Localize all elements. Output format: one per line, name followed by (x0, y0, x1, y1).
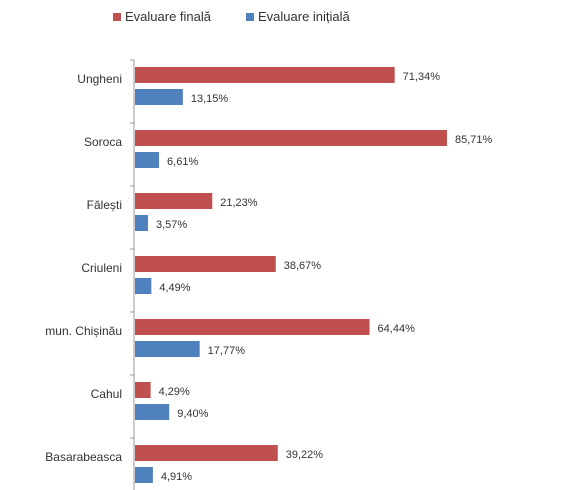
data-label-evaluare-initiala-basarabeasca: 4,91% (161, 471, 192, 483)
data-label-evaluare-finala-mun-chisinau: 64,44% (378, 323, 416, 335)
data-label-evaluare-finala-criuleni: 38,67% (284, 260, 322, 272)
bar-evaluare-finala-basarabeasca (135, 445, 278, 461)
category-axis (130, 59, 135, 490)
data-label-evaluare-finala-ungheni: 71,34% (403, 71, 441, 83)
bar-evaluare-initiala-soroca (135, 152, 160, 168)
data-label-evaluare-initiala-falesti: 3,57% (156, 219, 187, 231)
data-label-evaluare-finala-cahul: 4,29% (159, 386, 190, 398)
bar-evaluare-finala-ungheni (135, 67, 395, 83)
category-label-soroca: Soroca (84, 135, 122, 149)
bar-evaluare-initiala-ungheni (135, 89, 183, 105)
data-label-evaluare-initiala-soroca: 6,61% (167, 156, 198, 168)
category-label-ungheni: Ungheni (77, 72, 122, 86)
legend-swatch-evaluare-initiala (246, 13, 254, 21)
category-label-mun-chisinau: mun. Chișinău (45, 324, 122, 338)
bar-evaluare-finala-cahul (135, 382, 151, 398)
bar-evaluare-finala-soroca (135, 130, 447, 146)
legend-swatch-evaluare-finala (113, 13, 121, 21)
category-label-criuleni: Criuleni (81, 261, 122, 275)
legend-label-evaluare-initiala: Evaluare inițială (258, 9, 351, 24)
data-label-evaluare-initiala-criuleni: 4,49% (159, 282, 190, 294)
legend-label-evaluare-finala: Evaluare finală (125, 9, 212, 24)
bar-evaluare-initiala-criuleni (135, 278, 152, 294)
bar-evaluare-initiala-mun-chisinau (135, 341, 200, 357)
category-labels: Ungheni Soroca Fălești Criuleni mun. Chișină… (45, 72, 122, 464)
bars (135, 67, 447, 483)
bar-evaluare-finala-falesti (135, 193, 213, 209)
data-label-evaluare-initiala-cahul: 9,40% (177, 408, 208, 420)
bar-evaluare-initiala-cahul (135, 404, 170, 420)
data-label-evaluare-initiala-mun-chisinau: 17,77% (208, 345, 246, 357)
data-label-evaluare-finala-falesti: 21,23% (220, 197, 258, 209)
data-label-evaluare-initiala-ungheni: 13,15% (191, 93, 229, 105)
bar-evaluare-finala-mun-chisinau (135, 319, 370, 335)
category-label-falesti: Fălești (87, 198, 122, 212)
data-label-evaluare-finala-basarabeasca: 39,22% (286, 449, 324, 461)
data-labels: 71,34% 13,15% 85,71% 6,61% 21,23% 3,57% 38,67%… (156, 71, 493, 483)
legend: Evaluare finală Evaluare inițială (113, 9, 351, 24)
bar-evaluare-finala-criuleni (135, 256, 276, 272)
bar-evaluare-initiala-falesti (135, 215, 148, 231)
bar-evaluare-initiala-basarabeasca (135, 467, 153, 483)
data-label-evaluare-finala-soroca: 85,71% (455, 134, 493, 146)
category-label-basarabeasca: Basarabeasca (45, 450, 122, 464)
category-label-cahul: Cahul (91, 387, 122, 401)
